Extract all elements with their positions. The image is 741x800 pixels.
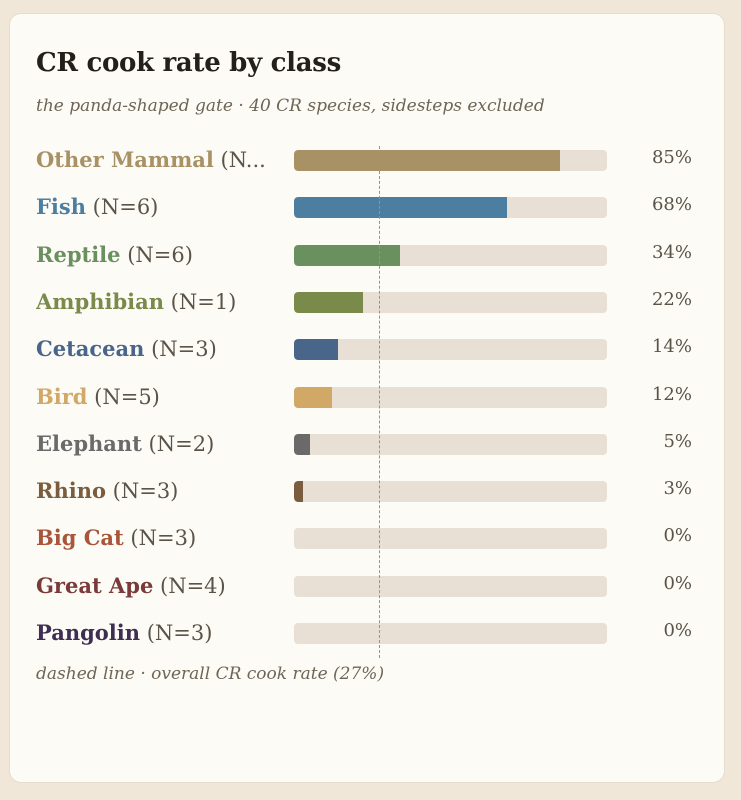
category-name: Reptile <box>36 241 121 267</box>
category-label: Elephant (N=2) <box>36 431 214 456</box>
bar <box>294 150 561 171</box>
bar-row: Rhino (N=3) 3% <box>10 472 724 512</box>
bar-row: Amphibian (N=1) 22% <box>10 283 724 323</box>
value-label: 5% <box>663 430 692 452</box>
sample-size-label: (N=6) <box>120 242 193 267</box>
sample-size-label: (N=3) <box>144 337 217 362</box>
bar <box>294 339 338 361</box>
bar-row: Elephant (N=2) 5% <box>10 425 724 465</box>
bar-track <box>294 244 607 266</box>
category-label: Big Cat (N=3) <box>36 525 196 550</box>
bar-rows: Other Mammal (N... 85% Fish (N=6) 68% Reptil… <box>10 14 724 782</box>
value-label: 0% <box>663 525 692 547</box>
bar-track <box>294 528 607 550</box>
bar-row: Great Ape (N=4) 0% <box>10 567 724 607</box>
bar-row: Pangolin (N=3) 0% <box>10 614 724 654</box>
value-label: 85% <box>651 147 692 168</box>
value-label: 0% <box>663 572 692 594</box>
bar-track <box>294 197 607 219</box>
value-label: 68% <box>651 194 692 216</box>
value-label: 14% <box>651 336 692 358</box>
category-name: Other Mammal <box>36 147 214 172</box>
value-label: 22% <box>651 288 692 310</box>
category-name: Big Cat <box>36 525 124 551</box>
category-name: Bird <box>36 383 88 409</box>
bar-row: Bird (N=5) 12% <box>10 378 724 418</box>
bar-track <box>294 339 607 361</box>
category-name: Great Ape <box>36 572 154 598</box>
sample-size-label: (N=3) <box>140 621 213 645</box>
bar <box>294 244 401 266</box>
sample-size-label: (N=6) <box>85 195 159 220</box>
bar-track <box>294 481 607 503</box>
bar-row: Reptile (N=6) 34% <box>10 236 724 276</box>
bar-track <box>294 433 607 455</box>
category-label: Other Mammal (N... <box>36 147 266 172</box>
bar <box>294 386 332 408</box>
category-name: Elephant <box>36 430 142 456</box>
chart-title: CR cook rate by class <box>36 48 341 78</box>
sample-size-label: (N=2) <box>141 431 215 456</box>
bar-row: Fish (N=6) 68% <box>10 188 724 228</box>
category-label: Cetacean (N=3) <box>36 336 217 361</box>
sample-size-label: (N=3) <box>105 479 179 504</box>
value-label: 0% <box>663 620 692 641</box>
bar <box>294 433 310 455</box>
bar-track <box>294 386 607 408</box>
category-label: Bird (N=5) <box>36 384 160 409</box>
sample-size-label: (N... <box>213 148 266 172</box>
chart-subtitle: the panda-shaped gate · 40 CR species, s… <box>36 96 545 116</box>
category-label: Fish (N=6) <box>36 194 158 219</box>
category-name: Fish <box>36 194 86 220</box>
bar-row: Big Cat (N=3) 0% <box>10 519 724 559</box>
bar-row: Other Mammal (N... 85% <box>10 141 724 181</box>
value-label: 3% <box>663 478 692 500</box>
category-label: Amphibian (N=1) <box>36 289 236 314</box>
sample-size-label: (N=5) <box>87 384 160 409</box>
category-label: Reptile (N=6) <box>36 242 193 267</box>
value-label: 12% <box>651 383 692 405</box>
value-label: 34% <box>651 241 692 263</box>
category-label: Pangolin (N=3) <box>36 620 212 645</box>
category-name: Amphibian <box>36 288 164 314</box>
bar <box>294 291 363 313</box>
chart-card: CR cook rate by class the panda-shaped g… <box>9 13 725 783</box>
category-label: Rhino (N=3) <box>36 478 178 503</box>
reference-line-footnote: dashed line · overall CR cook rate (27%) <box>36 664 385 684</box>
category-label: Great Ape (N=4) <box>36 573 226 598</box>
sample-size-label: (N=3) <box>123 526 197 551</box>
bar-track <box>294 623 607 644</box>
bar-row: Cetacean (N=3) 14% <box>10 330 724 370</box>
sample-size-label: (N=1) <box>163 289 237 314</box>
overall-rate-reference-line <box>378 146 380 658</box>
category-name: Cetacean <box>36 336 145 362</box>
category-name: Rhino <box>36 478 106 504</box>
sample-size-label: (N=4) <box>153 573 226 598</box>
bar-track <box>294 150 607 171</box>
category-name: Pangolin <box>36 620 141 645</box>
bar <box>294 197 507 219</box>
bar-track <box>294 291 607 313</box>
bar-track <box>294 575 607 597</box>
bar <box>294 481 304 503</box>
